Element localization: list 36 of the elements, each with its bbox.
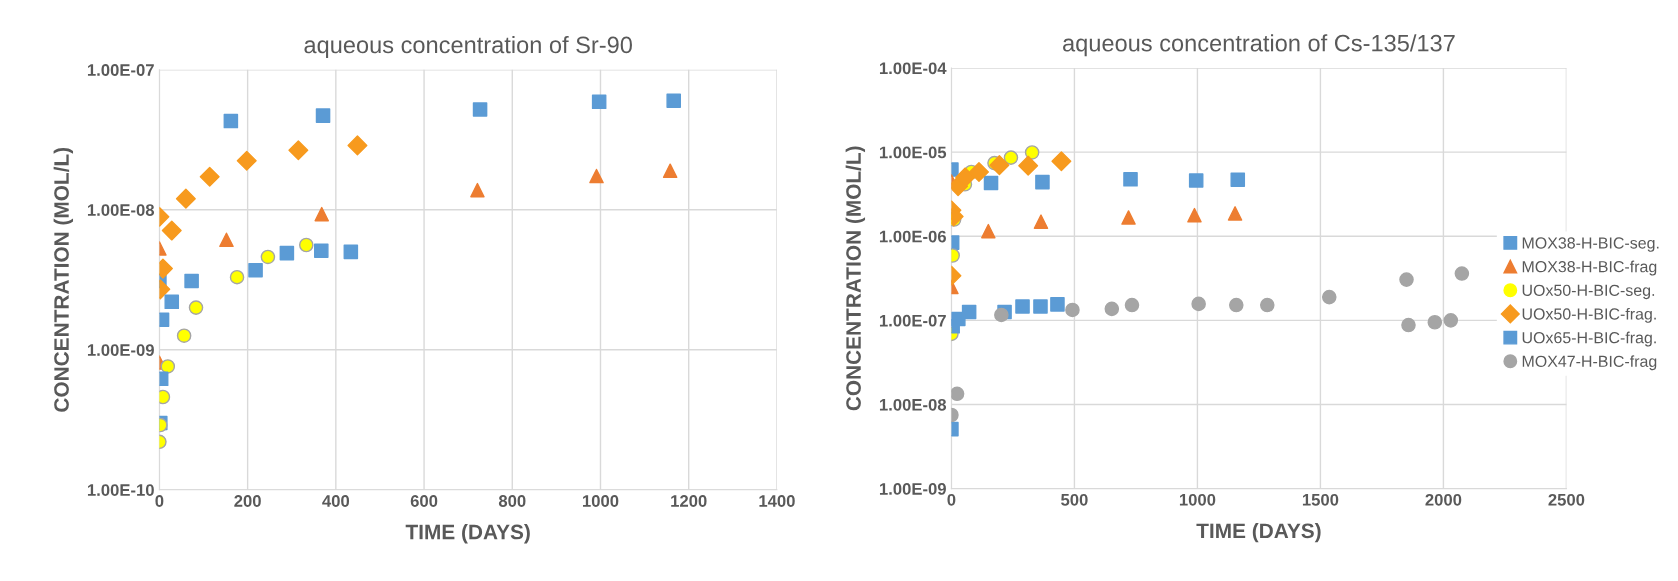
x-tick-label: 0: [947, 493, 956, 506]
y-tick-label: 1.00E-07: [87, 64, 154, 76]
x-tick-label: 1000: [583, 495, 619, 507]
x-tick-label: 2500: [1548, 493, 1585, 506]
y-tick-label: 1.00E-09: [87, 344, 154, 356]
legend-label: UOx65-H-BIC-frag.: [1522, 331, 1656, 347]
x-tick-label: 600: [410, 495, 438, 507]
x-tick-label: 0: [155, 495, 164, 507]
y-tick-label: 1.00E-08: [879, 398, 947, 411]
y-tick-label: 1.00E-09: [879, 483, 946, 495]
x-axis-title: TIME (DAYS): [1196, 522, 1321, 543]
x-axis-title: TIME (DAYS): [405, 524, 530, 544]
y-tick-label: 1.00E-05: [879, 146, 947, 159]
legend-label: MOX38-H-BIC-frag: [1522, 260, 1657, 276]
y-tick-label: 1.00E-10: [87, 484, 154, 496]
legend-label: UOx50-H-BIC-seg.: [1522, 284, 1655, 300]
x-tick-label: 2000: [1425, 493, 1462, 506]
x-tick-label: 1200: [671, 495, 707, 507]
y-axis-title: CONCENTRATION (MOL/L): [53, 147, 74, 412]
chart-title: aqueous concentration of Sr-90: [304, 35, 632, 58]
legend-label: UOx50-H-BIC-frag.: [1522, 307, 1656, 323]
y-tick-label: 1.00E-08: [87, 204, 155, 216]
y-tick-label: 1.00E-07: [879, 314, 946, 327]
x-tick-label: 500: [1061, 493, 1088, 506]
x-tick-label: 1500: [1302, 493, 1339, 506]
y-tick-label: 1.00E-04: [879, 62, 947, 75]
x-tick-label: 200: [234, 495, 261, 507]
chart-title: aqueous concentration of Cs-135/137: [1063, 34, 1455, 57]
legend-label: MOX47-H-BIC-frag: [1522, 355, 1657, 371]
x-tick-label: 400: [322, 495, 350, 507]
x-tick-label: 1400: [759, 495, 795, 507]
x-tick-label: 1000: [1179, 493, 1216, 506]
y-axis-title: CONCENTRATION (MOL/L): [845, 146, 866, 411]
x-tick-label: 800: [498, 495, 526, 507]
y-tick-label: 1.00E-06: [879, 230, 946, 243]
legend-label: MOX38-H-BIC-seg.: [1522, 237, 1659, 252]
